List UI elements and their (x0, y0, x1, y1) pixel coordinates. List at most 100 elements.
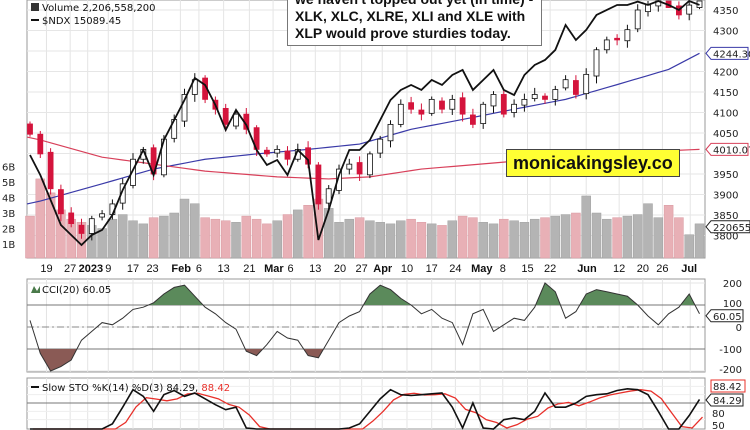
volume-bar (653, 217, 664, 259)
volume-legend-icon (31, 3, 39, 11)
cci-tick-label: 0 (736, 323, 742, 334)
date-label: 10 (401, 263, 413, 275)
cci-line (29, 282, 700, 372)
candle-down (263, 149, 270, 155)
candle-down (47, 151, 54, 190)
candle-down (459, 97, 466, 115)
volume-bar (354, 217, 365, 259)
volume-bar (663, 205, 674, 259)
volume-tick-label: 5B (2, 178, 15, 189)
sto-k-value-tag: 84.29 (713, 396, 742, 407)
annotation-line: XLP would prove sturdies today. (295, 25, 511, 41)
candle-up (593, 49, 600, 77)
axes: 4350 4300 4200 4150 4100 4050 3950 3900 3850 3800… (2, 6, 750, 430)
candle-up (387, 123, 394, 142)
volume-bar (571, 212, 581, 259)
candle-down (78, 224, 85, 234)
candle-up (531, 94, 538, 99)
sto-legend: Slow STO %K(14) %D(3) 84.29, 88.42 (42, 383, 230, 394)
candle-down (500, 94, 507, 115)
candle-up (366, 153, 373, 176)
volume-bar (674, 217, 684, 259)
candle-down (614, 37, 620, 41)
sto-legend-icon (31, 386, 39, 388)
candle-up (181, 94, 188, 122)
date-label: May (471, 263, 493, 275)
price-tick-label: 4050 (713, 129, 738, 140)
date-label: 20 (637, 263, 649, 275)
candle-up (130, 158, 136, 186)
volume-bar (437, 225, 447, 259)
candle-up (603, 39, 610, 51)
date-label: Jul (681, 263, 697, 275)
date-label: Feb (171, 263, 191, 275)
grid (26, 0, 706, 430)
candle-down (573, 80, 579, 95)
price-tick-label: 4100 (713, 109, 738, 120)
candle-down (222, 108, 229, 125)
date-label: 27 (356, 263, 368, 275)
candle-up (397, 103, 404, 125)
volume-tick-label: 2B (2, 225, 15, 236)
date-label: 26 (656, 263, 668, 275)
volume-tick-label: 1B (2, 240, 15, 251)
sto-tick-label: 80 (712, 409, 725, 420)
candle-down (356, 162, 363, 175)
candle-down (37, 133, 44, 155)
volume-bar (416, 222, 427, 259)
volume-bar (694, 223, 705, 259)
candle-up (274, 148, 281, 154)
ma50-value-tag: 4244.30 (713, 49, 750, 60)
volume-bar (499, 218, 509, 259)
cci-tick-label: 200 (723, 279, 742, 290)
volume-bar (591, 212, 602, 259)
candle-down (27, 123, 33, 135)
cci-legend-icon (31, 286, 40, 293)
cci-tick-label: -100 (719, 345, 742, 356)
candle-up (325, 188, 332, 204)
price-tick-label: 3800 (713, 232, 738, 243)
volume-bar (385, 223, 396, 259)
volume-bar (303, 205, 313, 259)
volume-bar (138, 223, 149, 259)
candle-up (336, 168, 342, 191)
candle-up (645, 4, 651, 13)
ma50-value-tag-box (705, 46, 749, 60)
volume-bar (550, 215, 561, 259)
date-label: 27 (64, 263, 76, 275)
volume-bar (117, 214, 128, 259)
date-label: 23 (146, 263, 158, 275)
volume-bar (159, 215, 169, 259)
candle-up (346, 163, 353, 170)
date-label: 17 (127, 263, 139, 275)
volume-bar (581, 195, 591, 259)
sto-legend-k: Slow STO %K(14) %D(3) 84.29, (42, 383, 198, 394)
annotation-line: we haven't topped out yet (in time) - (295, 0, 535, 8)
brand-watermark: monicakingsley.co (506, 149, 680, 177)
volume-bar (426, 223, 437, 259)
date-label: 13 (218, 263, 230, 275)
price-tick-label: 3950 (713, 170, 738, 181)
volume-bar (107, 218, 118, 259)
date-label: 13 (309, 263, 321, 275)
price-tick-label: 4350 (713, 6, 738, 17)
volume-bar (457, 215, 468, 259)
date-label: Apr (373, 263, 393, 275)
ndx-overlay (29, 0, 700, 247)
sto-k-line (30, 388, 701, 430)
volume-bar (488, 223, 499, 259)
date-label: 6 (288, 263, 294, 275)
volume-bar (509, 220, 519, 259)
candle-down (68, 212, 75, 225)
candle-up (428, 98, 435, 114)
volume-bar (293, 209, 303, 259)
candle-up (449, 98, 456, 110)
date-label: 15 (521, 263, 533, 275)
volume-bar (231, 222, 241, 259)
volume-bar (612, 217, 622, 259)
candle-down (284, 150, 291, 160)
date-label: 22 (544, 263, 556, 275)
cci-panel (29, 282, 700, 372)
volume-bar (148, 217, 159, 259)
